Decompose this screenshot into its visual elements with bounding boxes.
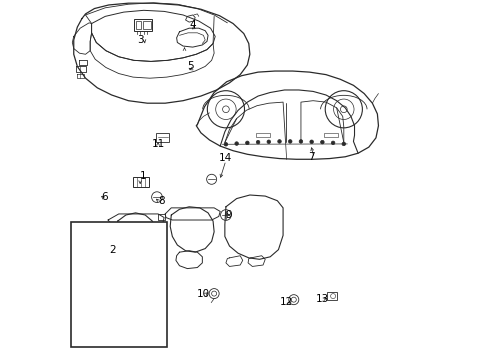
- Circle shape: [128, 267, 131, 270]
- Circle shape: [309, 140, 313, 144]
- Text: 5: 5: [186, 62, 193, 71]
- Circle shape: [224, 143, 227, 146]
- Circle shape: [266, 140, 270, 144]
- Bar: [134, 18, 152, 31]
- Circle shape: [341, 142, 345, 146]
- Circle shape: [256, 140, 259, 144]
- Text: 10: 10: [197, 289, 209, 299]
- Text: 8: 8: [158, 196, 164, 206]
- Text: 13: 13: [315, 294, 328, 303]
- Text: 3: 3: [137, 35, 144, 45]
- Text: 7: 7: [308, 152, 314, 162]
- Text: 11: 11: [151, 139, 164, 149]
- Bar: [323, 133, 337, 137]
- Bar: [156, 133, 169, 142]
- Bar: [326, 292, 337, 300]
- Bar: [136, 21, 141, 28]
- Circle shape: [277, 140, 281, 143]
- Text: 6: 6: [101, 192, 107, 202]
- Circle shape: [331, 141, 334, 145]
- Text: 9: 9: [224, 210, 231, 220]
- Circle shape: [245, 141, 248, 145]
- Text: 1: 1: [139, 171, 146, 181]
- Text: 4: 4: [189, 19, 196, 30]
- Bar: [71, 222, 166, 347]
- Circle shape: [234, 142, 238, 145]
- Text: 2: 2: [109, 245, 115, 255]
- Bar: [142, 21, 150, 28]
- Text: 14: 14: [219, 153, 232, 163]
- Bar: [255, 133, 270, 137]
- Text: 12: 12: [280, 297, 293, 307]
- Circle shape: [320, 140, 324, 144]
- Circle shape: [288, 140, 291, 143]
- Bar: [133, 177, 149, 187]
- Circle shape: [299, 140, 302, 143]
